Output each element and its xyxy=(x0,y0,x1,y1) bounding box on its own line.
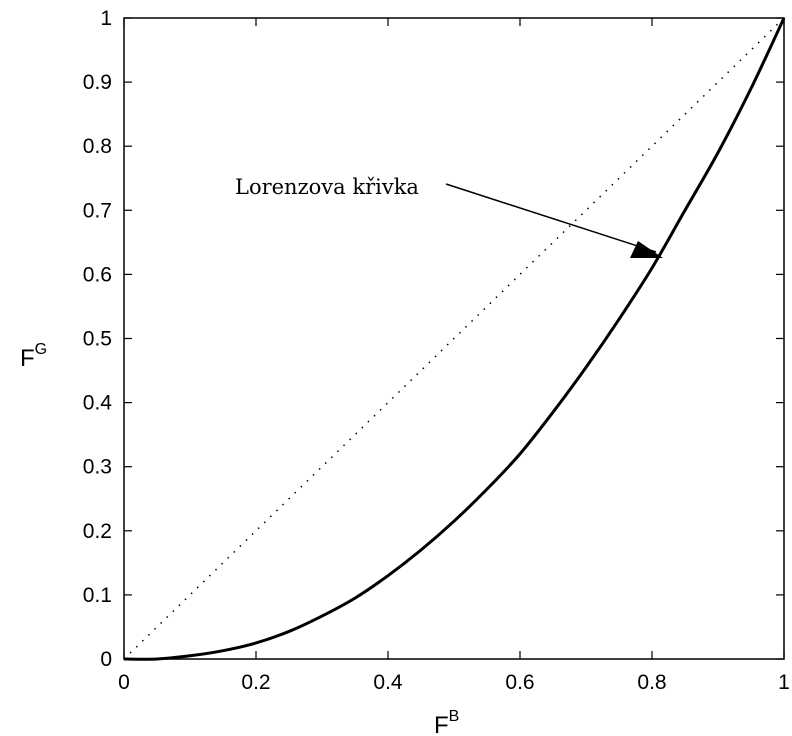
plot-frame xyxy=(123,17,785,660)
x-tick-label: 1 xyxy=(778,671,790,694)
chart-marks xyxy=(123,17,786,661)
x-tick-label: 0.2 xyxy=(241,671,270,694)
x-tick-label: 0.6 xyxy=(505,671,534,694)
y-tick-label: 0.3 xyxy=(83,456,112,479)
y-tick-label: 0.2 xyxy=(83,520,112,543)
y-axis-label-sup: G xyxy=(35,341,47,358)
x-tick-label: 0 xyxy=(118,671,130,694)
x-tick-label: 0.4 xyxy=(373,671,403,694)
equality-line xyxy=(123,17,785,660)
chart-ticks: 0 0.2 0.4 0.6 0.8 1 0 0.1 0.2 0.3 0.4 0.5 0.6 0.7 0.8 0… xyxy=(83,7,790,694)
x-axis-label-main: F xyxy=(434,712,449,736)
annotation-arrow-line xyxy=(445,183,657,253)
y-tick-label: 0.4 xyxy=(83,392,113,415)
y-tick-label: 0.7 xyxy=(83,199,112,222)
y-tick-label: 1 xyxy=(100,7,112,30)
y-tick-label: 0 xyxy=(100,648,112,671)
x-axis-label: FB xyxy=(434,708,459,736)
x-tick-label: 0.8 xyxy=(637,671,666,694)
annotation-label: Lorenzova křivka xyxy=(235,175,419,199)
x-axis-label-sup: B xyxy=(449,708,460,725)
y-axis-label-main: F xyxy=(20,345,35,372)
y-tick-label: 0.8 xyxy=(83,135,112,158)
y-tick-label: 0.5 xyxy=(83,328,112,351)
y-tick-label: 0.1 xyxy=(83,584,112,607)
y-axis-label: FG xyxy=(20,341,47,372)
y-tick-label: 0.6 xyxy=(83,263,112,286)
lorenz-curve-line xyxy=(123,17,786,661)
y-tick-label: 0.9 xyxy=(83,71,112,94)
annotation-arrowhead xyxy=(630,241,663,258)
